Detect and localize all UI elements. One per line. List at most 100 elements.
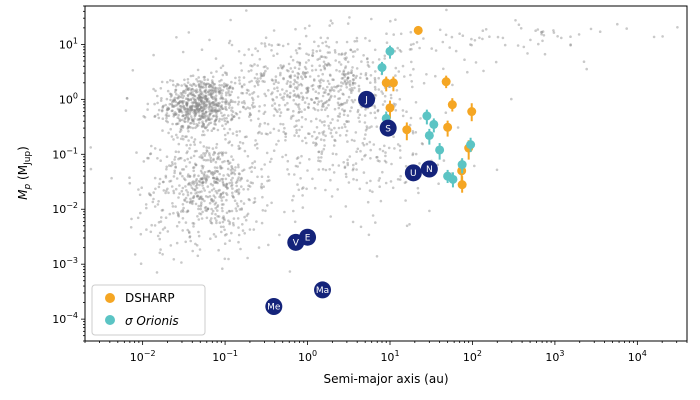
exoplanet-point [174, 150, 178, 153]
exoplanet-point [207, 85, 211, 88]
exoplanet-point [255, 80, 258, 83]
exoplanet-point [174, 104, 177, 107]
exoplanet-point [166, 187, 169, 191]
exoplanet-point [325, 106, 329, 110]
exoplanet-point [316, 58, 320, 61]
exoplanet-point [196, 104, 199, 108]
exoplanet-point [404, 180, 408, 184]
exoplanet-point [214, 97, 218, 100]
exoplanet-point [172, 175, 176, 178]
exoplanet-point [164, 103, 167, 107]
exoplanet-point [216, 87, 220, 90]
exoplanet-point [235, 180, 239, 183]
exoplanet-point [526, 52, 529, 55]
exoplanet-point [256, 81, 259, 85]
exoplanet-point [322, 138, 326, 142]
exoplanet-point [182, 114, 185, 117]
exoplanet-point [470, 37, 473, 41]
exoplanet-point [258, 130, 261, 134]
exoplanet-point [217, 102, 221, 106]
exoplanet-point [129, 226, 133, 229]
exoplanet-point [327, 127, 331, 130]
exoplanet-point [304, 67, 308, 71]
exoplanet-point [279, 93, 282, 96]
exoplanet-point [220, 105, 223, 109]
exoplanet-point [174, 88, 178, 92]
exoplanet-point [338, 60, 341, 64]
exoplanet-point [195, 178, 198, 181]
exoplanet-point [144, 203, 148, 206]
exoplanet-point [372, 143, 376, 146]
exoplanet-point [198, 180, 202, 184]
exoplanet-point [297, 188, 301, 192]
exoplanet-point [293, 125, 296, 128]
exoplanet-point [343, 57, 347, 60]
exoplanet-point [223, 119, 227, 123]
exoplanet-point [167, 191, 170, 195]
exoplanet-point [215, 112, 218, 116]
exoplanet-point [249, 181, 253, 184]
exoplanet-point [305, 87, 308, 90]
exoplanet-point [393, 147, 396, 150]
exoplanet-point [175, 122, 178, 126]
exoplanet-point [335, 152, 338, 156]
exoplanet-point [186, 97, 189, 101]
exoplanet-point [317, 44, 320, 48]
exoplanet-point [189, 106, 192, 109]
exoplanet-point [234, 190, 237, 193]
exoplanet-point [543, 52, 547, 56]
exoplanet-point [394, 109, 398, 112]
exoplanet-point [202, 108, 206, 111]
exoplanet-point [186, 101, 189, 105]
exoplanet-point [366, 63, 370, 67]
exoplanet-point [321, 72, 325, 76]
exoplanet-point [458, 32, 461, 35]
exoplanet-point [195, 183, 199, 187]
exoplanet-point [185, 104, 189, 108]
exoplanet-point [286, 101, 289, 105]
exoplanet-point [422, 37, 425, 40]
exoplanet-point [216, 101, 220, 105]
exoplanet-point [482, 69, 485, 73]
exoplanet-point [182, 94, 186, 98]
exoplanet-point [410, 47, 413, 51]
exoplanet-point [376, 109, 380, 113]
exoplanet-point [286, 42, 290, 46]
exoplanet-point [182, 137, 185, 141]
exoplanet-point [89, 146, 92, 149]
exoplanet-point [197, 204, 200, 208]
exoplanet-point [215, 221, 218, 225]
exoplanet-point [195, 104, 199, 108]
exoplanet-point [200, 106, 203, 110]
exoplanet-point [335, 40, 339, 44]
exoplanet-point [398, 178, 402, 181]
exoplanet-point [356, 108, 360, 112]
exoplanet-point [226, 131, 230, 135]
exoplanet-point [164, 174, 168, 178]
exoplanet-point [322, 79, 325, 83]
exoplanet-point [240, 208, 243, 211]
exoplanet-point [187, 124, 190, 128]
exoplanet-point [168, 164, 171, 167]
exoplanet-point [343, 123, 346, 126]
exoplanet-point [319, 55, 323, 58]
exoplanet-point [265, 151, 269, 155]
exoplanet-point [296, 156, 300, 159]
exoplanet-point [211, 81, 214, 84]
exoplanet-point [259, 185, 263, 188]
exoplanet-point [210, 89, 213, 92]
exoplanet-point [295, 131, 298, 134]
exoplanet-point [238, 110, 242, 114]
exoplanet-point [179, 137, 183, 141]
exoplanet-point [253, 63, 256, 66]
exoplanet-point [363, 121, 367, 124]
exoplanet-point [262, 74, 265, 77]
exoplanet-point [354, 76, 358, 80]
exoplanet-point [220, 118, 224, 121]
exoplanet-point [219, 88, 223, 92]
exoplanet-point [224, 83, 228, 86]
exoplanet-point [212, 103, 216, 107]
exoplanet-point [251, 161, 254, 165]
exoplanet-point [201, 116, 205, 120]
exoplanet-point [207, 82, 211, 86]
